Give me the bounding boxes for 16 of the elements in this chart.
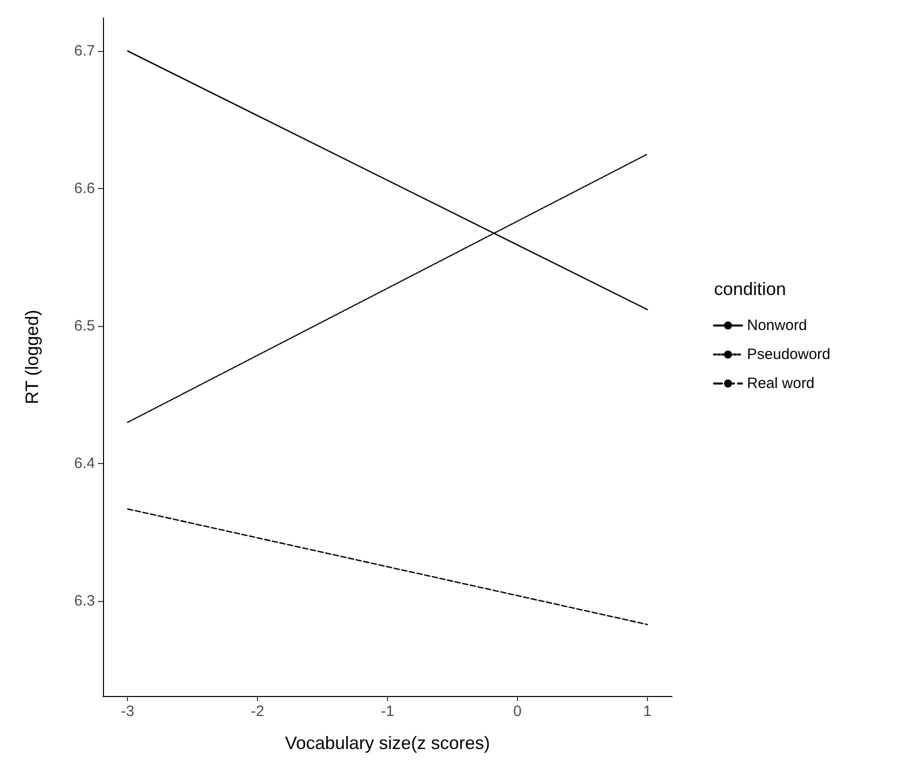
x-tick-label: -3: [121, 703, 134, 720]
y-tick-label: 6.6: [74, 180, 95, 198]
y-tick-label: 6.4: [74, 455, 95, 472]
y-axis-title: RT (logged): [22, 310, 42, 404]
x-tick-label: -1: [380, 703, 394, 720]
x-axis-title: Vocabulary size(z scores): [284, 733, 490, 753]
y-tick-label: 6.7: [74, 42, 95, 60]
y-tick-label: 6.5: [74, 318, 95, 335]
legend-label: Pseudoword: [747, 346, 830, 363]
x-tick-label: 0: [513, 703, 522, 720]
x-tick-label: 1: [643, 703, 652, 720]
legend-title: condition: [714, 279, 786, 299]
x-tick-label: -2: [250, 703, 264, 720]
legend-label: Nonword: [747, 317, 808, 334]
y-tick-label: 6.3: [74, 592, 95, 610]
legend-label: Real word: [747, 375, 815, 392]
